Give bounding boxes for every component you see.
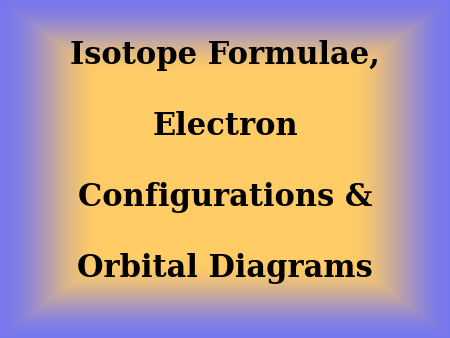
Text: Electron: Electron — [152, 111, 298, 142]
Text: Orbital Diagrams: Orbital Diagrams — [77, 253, 373, 284]
Text: Isotope Formulae,: Isotope Formulae, — [70, 40, 380, 71]
Text: Configurations &: Configurations & — [78, 182, 372, 213]
